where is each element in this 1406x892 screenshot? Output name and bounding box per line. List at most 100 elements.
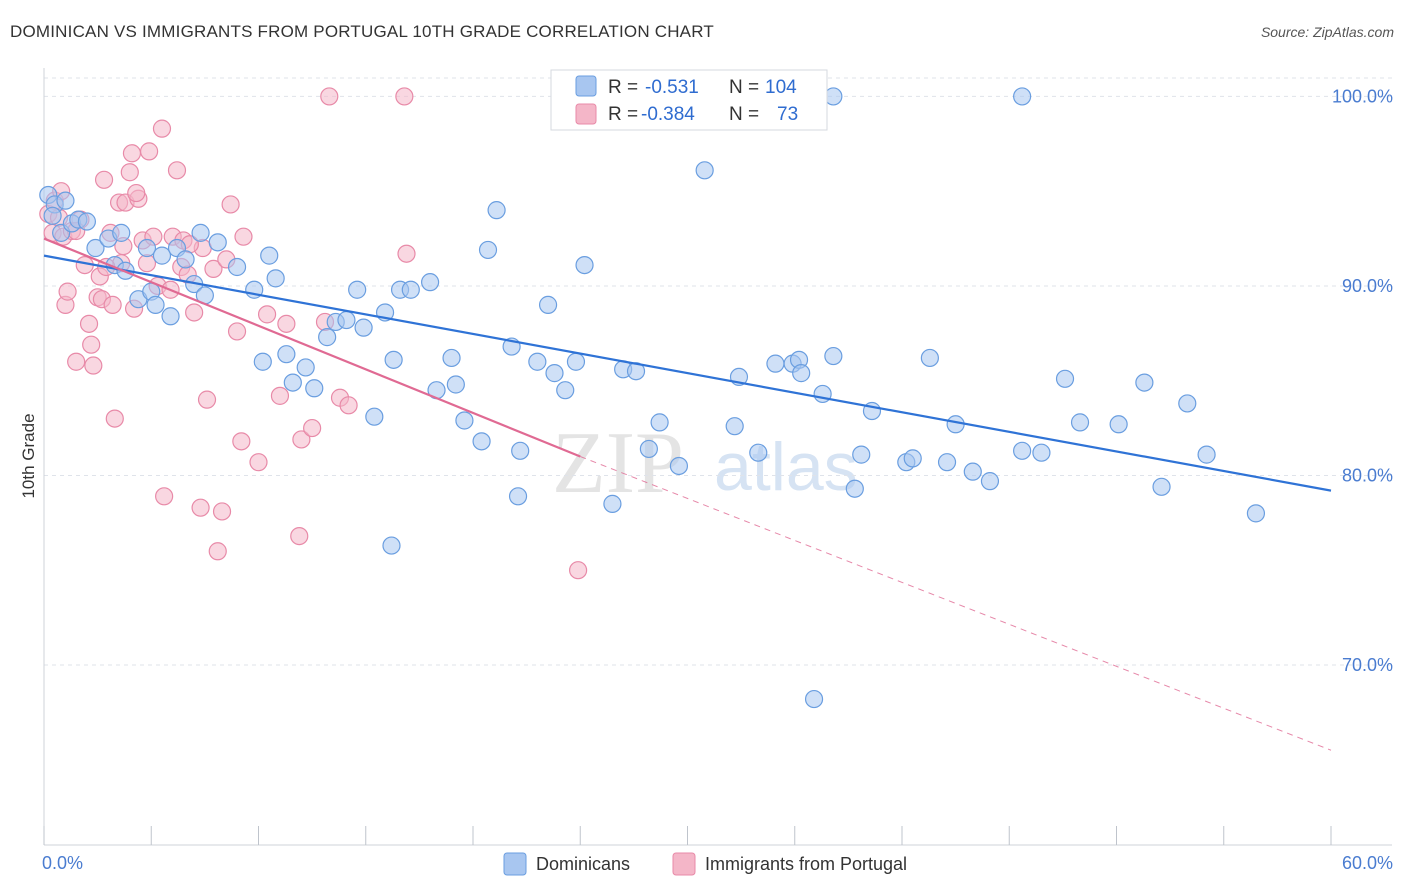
data-point-dominican (766, 354, 785, 373)
data-point-portugal (122, 144, 142, 163)
trend-line-portugal (43, 237, 581, 458)
data-point-dominican (852, 445, 871, 464)
data-point-portugal (167, 161, 187, 180)
chart-title: DOMINICAN VS IMMIGRANTS FROM PORTUGAL 10… (10, 22, 714, 41)
data-point-dominican (1055, 369, 1075, 388)
data-point-portugal (397, 244, 416, 263)
data-point-dominican (337, 310, 356, 330)
data-point-portugal (185, 303, 204, 322)
data-point-dominican (538, 295, 558, 314)
x-ticks (43, 826, 1332, 845)
data-point-dominican (112, 223, 131, 242)
data-point-dominican (804, 689, 824, 709)
legend-r-label-1: R = (608, 77, 638, 98)
data-point-portugal (84, 356, 103, 375)
legend-n-label-1: N = (729, 77, 759, 98)
series-legend-label-portugal: Immigrants from Portugal (705, 854, 907, 874)
data-point-dominican (191, 223, 210, 242)
legend-swatch-blue (575, 75, 597, 97)
data-point-dominican (318, 328, 337, 347)
data-point-dominican (575, 255, 594, 275)
data-point-dominican (43, 206, 62, 225)
data-point-portugal (290, 526, 309, 546)
series-legend-swatch-dominicans (503, 852, 527, 876)
data-point-dominican (980, 472, 1000, 491)
data-point-dominican (421, 273, 440, 292)
data-point-portugal (103, 295, 122, 314)
data-point-dominican (1109, 415, 1128, 434)
data-point-dominican (1013, 87, 1032, 106)
series-legend: Dominicans Immigrants from Portugal (503, 852, 907, 876)
data-point-dominican (1032, 443, 1051, 462)
data-point-dominican (455, 411, 474, 430)
data-point-dominican (260, 246, 279, 265)
data-point-dominican (253, 352, 272, 371)
data-point-dominican (283, 373, 302, 392)
series-immigrants-from-portugal (39, 87, 588, 580)
data-point-portugal (212, 502, 232, 521)
data-point-dominican (545, 364, 564, 383)
data-point-portugal (67, 352, 86, 371)
data-point-dominican (650, 413, 669, 432)
data-point-dominican (77, 212, 97, 231)
data-point-portugal (58, 282, 77, 301)
trend-lines (43, 237, 1332, 751)
series-legend-label-dominicans: Dominicans (536, 854, 630, 874)
y-axis-label: 10th Grade (19, 413, 38, 498)
data-point-portugal (270, 386, 290, 405)
data-point-portugal (137, 254, 157, 273)
legend-r-value-1: -0.531 (645, 77, 699, 98)
y-tick-label: 90.0% (1342, 276, 1393, 296)
data-point-dominican (508, 487, 528, 506)
data-point-dominican (528, 352, 547, 371)
legend-box (550, 69, 828, 131)
legend-n-value-1: 104 (765, 77, 797, 98)
data-point-dominican (382, 536, 401, 555)
data-point-dominican (176, 250, 195, 269)
data-point-dominican (384, 350, 403, 369)
data-point-dominican (365, 407, 384, 426)
data-point-dominican (963, 462, 982, 481)
data-point-dominican (903, 449, 922, 468)
data-point-dominican (937, 453, 957, 472)
data-point-dominican (1013, 441, 1032, 460)
data-point-portugal (191, 498, 210, 517)
data-point-portugal (152, 119, 172, 138)
data-point-dominican (472, 432, 491, 451)
data-point-dominican (566, 352, 586, 371)
data-point-dominican (56, 191, 75, 210)
data-point-dominican (296, 358, 315, 377)
data-point-portugal (105, 409, 124, 428)
grid-lines (44, 77, 1392, 666)
data-point-dominican (946, 415, 965, 434)
data-point-dominican (669, 456, 689, 476)
data-point-portugal (120, 163, 139, 182)
data-point-portugal (232, 432, 251, 451)
data-point-dominican (305, 379, 324, 398)
y-tick-label: 100.0% (1332, 86, 1393, 106)
data-point-portugal (140, 142, 159, 161)
data-point-portugal (569, 561, 588, 580)
data-point-portugal (303, 418, 322, 438)
data-point-dominican (639, 439, 658, 459)
data-point-portugal (79, 314, 99, 333)
data-point-dominican (1152, 477, 1171, 496)
data-point-portugal (208, 542, 227, 561)
data-point-portugal (257, 305, 277, 324)
data-point-dominican (446, 375, 465, 394)
data-point-dominican (161, 307, 180, 326)
data-point-dominican (1178, 394, 1197, 413)
data-point-dominican (695, 161, 714, 180)
data-point-dominican (487, 201, 506, 220)
data-point-portugal (227, 322, 247, 341)
legend-n-value-2: 73 (777, 104, 798, 125)
data-point-dominican (824, 346, 843, 366)
data-point-dominican (354, 318, 373, 337)
data-point-portugal (155, 487, 174, 506)
data-point-dominican (1246, 504, 1266, 523)
x-tick-label-max: 60.0% (1342, 853, 1393, 873)
data-point-dominican (266, 269, 285, 288)
series-legend-swatch-portugal (672, 852, 696, 876)
data-point-portugal (339, 396, 358, 415)
legend-r-value-2: -0.384 (641, 104, 695, 125)
